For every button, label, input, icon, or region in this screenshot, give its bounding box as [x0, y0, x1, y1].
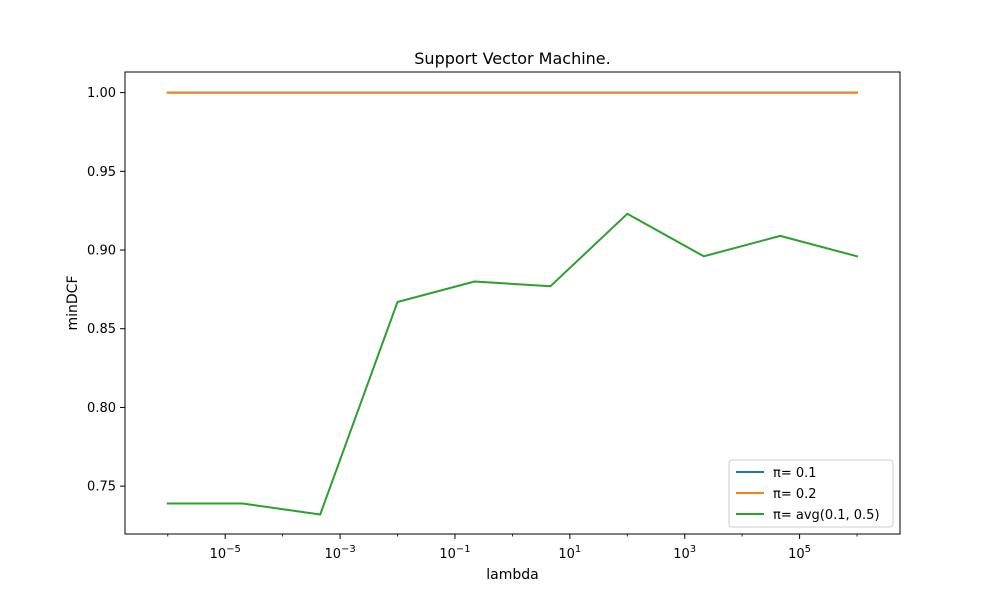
- legend: π= 0.1 π= 0.2 π= avg(0.1, 0.5): [728, 459, 894, 528]
- legend-label: π= 0.1: [773, 466, 817, 481]
- y-tick-label: 0.95: [87, 165, 116, 180]
- x-tick-label: 101: [558, 544, 581, 562]
- x-tick-label: 10−5: [210, 544, 241, 562]
- series-line-3: [166, 212, 859, 516]
- x-tick-label: 105: [788, 544, 811, 562]
- y-axis: 0.75 0.80 0.85 0.90 0.95 1.00: [87, 86, 125, 495]
- x-tick-label: 10−3: [324, 544, 355, 562]
- y-tick-label: 0.75: [87, 480, 116, 495]
- chart-title: Support Vector Machine.: [414, 49, 610, 68]
- legend-box: [728, 459, 894, 528]
- legend-label: π= avg(0.1, 0.5): [773, 508, 880, 523]
- y-tick-label: 0.85: [87, 322, 116, 337]
- x-axis-label: lambda: [486, 567, 538, 583]
- x-axis: 10−5 10−3 10−1 101 103 105: [167, 534, 858, 562]
- y-axis-label: minDCF: [65, 275, 81, 330]
- y-tick-label: 0.90: [87, 244, 116, 259]
- legend-label: π= 0.2: [773, 487, 817, 502]
- x-tick-label: 10−1: [439, 544, 470, 562]
- x-tick-label: 103: [673, 544, 696, 562]
- series-layer: [166, 91, 859, 516]
- y-tick-label: 0.80: [87, 401, 116, 416]
- y-tick-label: 1.00: [87, 86, 116, 101]
